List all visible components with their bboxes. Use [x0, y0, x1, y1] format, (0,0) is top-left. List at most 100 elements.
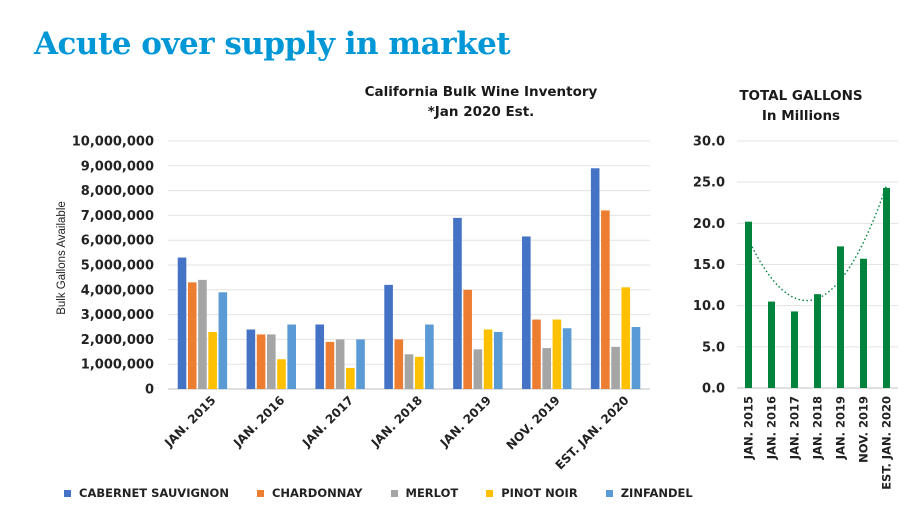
- bar: [883, 187, 890, 388]
- bar: [425, 324, 434, 389]
- x-tick-label: JAN. 2016: [230, 393, 287, 450]
- side-chart-title-line: TOTAL GALLONS: [739, 88, 863, 104]
- y-tick-label: 4,000,000: [81, 283, 154, 298]
- bar: [601, 210, 610, 389]
- legend-label: ZINFANDEL: [620, 486, 693, 500]
- bar: [187, 282, 197, 389]
- y-tick-label: 0.0: [702, 382, 725, 397]
- bar: [631, 327, 641, 389]
- x-tick-label: JAN. 2016: [765, 396, 779, 460]
- main-chart-title: California Bulk Wine Inventory *Jan 2020…: [330, 82, 632, 122]
- y-tick-label: 3,000,000: [81, 308, 154, 323]
- bar: [198, 279, 207, 389]
- legend-item: MERLOT: [390, 486, 459, 500]
- total-gallons-chart: 0.0 5.0 10.0 15.0 20.0 25.0 30.0 JAN. 2015 JAN. …: [693, 135, 898, 490]
- bar: [315, 324, 325, 389]
- x-tick-label: JAN. 2017: [788, 396, 802, 460]
- bar: [384, 284, 393, 389]
- x-tick-label: NOV. 2019: [857, 396, 871, 463]
- x-tick-label: JAN. 2018: [368, 393, 425, 450]
- legend-swatch: [256, 489, 264, 497]
- bar: [335, 339, 345, 389]
- bar: [611, 346, 620, 389]
- x-tick-label: JAN. 2019: [834, 396, 848, 460]
- y-tick-label: 30.0: [693, 135, 725, 150]
- y-tick-label: 25.0: [693, 176, 725, 191]
- bar: [860, 258, 867, 388]
- y-tick-label: 9,000,000: [81, 159, 154, 174]
- x-tick-label: EST. JAN. 2020: [880, 396, 894, 490]
- bar: [287, 324, 296, 389]
- bar: [256, 334, 266, 389]
- bar: [453, 217, 462, 389]
- legend-item: CABERNET SAUVIGNON: [64, 486, 229, 500]
- bar: [277, 359, 286, 389]
- legend-label: MERLOT: [405, 486, 459, 500]
- main-chart-legend: CABERNET SAUVIGNON CHARDONNAY MERLOT PINOT …: [64, 486, 721, 500]
- bar: [493, 331, 503, 389]
- y-tick-label: 5.0: [702, 340, 725, 355]
- legend-swatch: [390, 489, 398, 497]
- y-tick-label: 10,000,000: [72, 135, 154, 150]
- side-chart-title: TOTAL GALLONS In Millions: [706, 86, 896, 126]
- y-tick-label: 2,000,000: [81, 333, 154, 348]
- legend-label: PINOT NOIR: [501, 486, 578, 500]
- trendline: [747, 185, 888, 302]
- y-tick-label: 8,000,000: [81, 184, 154, 199]
- bar: [177, 257, 187, 389]
- bar: [621, 287, 631, 389]
- y-tick-label: 1,000,000: [81, 358, 154, 373]
- bar: [745, 221, 752, 388]
- bar: [542, 348, 552, 389]
- bar: [414, 356, 424, 389]
- bar: [394, 339, 404, 389]
- y-tick-label: 7,000,000: [81, 209, 154, 224]
- y-axis-label: Bulk Gallons Available: [56, 201, 68, 315]
- legend-item: CHARDONNAY: [256, 486, 363, 500]
- legend-label: CHARDONNAY: [271, 486, 363, 500]
- bar: [814, 294, 821, 388]
- main-chart-subtitle: *Jan 2020 Est.: [427, 104, 535, 120]
- bar: [463, 289, 472, 389]
- main-chart-title-line: California Bulk Wine Inventory: [364, 84, 598, 100]
- legend-swatch: [64, 489, 71, 497]
- bar: [562, 328, 572, 389]
- x-tick-label: JAN. 2015: [161, 393, 218, 450]
- x-tick-label: JAN. 2015: [742, 396, 756, 460]
- bar: [356, 339, 365, 389]
- legend-item: ZINFANDEL: [605, 486, 693, 500]
- bulk-inventory-chart: 0 1,000,000 2,000,000 3,000,000 4,000,000 5,0…: [56, 135, 650, 472]
- y-tick-label: 10.0: [693, 299, 725, 314]
- bar: [522, 236, 531, 389]
- x-tick-label: EST. JAN. 2020: [553, 393, 632, 472]
- y-tick-label: 20.0: [693, 217, 725, 232]
- y-tick-label: 15.0: [693, 258, 725, 273]
- bar: [266, 334, 276, 389]
- x-tick-label: JAN. 2019: [437, 393, 494, 450]
- bar: [218, 292, 228, 389]
- bar: [346, 367, 355, 389]
- y-tick-label: 6,000,000: [81, 234, 154, 249]
- legend-swatch: [486, 489, 494, 497]
- bar: [404, 354, 414, 389]
- x-tick-label: JAN. 2017: [299, 393, 356, 450]
- bar: [837, 246, 844, 388]
- side-chart-subtitle: In Millions: [761, 108, 841, 124]
- bar: [483, 329, 493, 389]
- bar: [791, 311, 798, 388]
- slide-title: Acute over supply in market: [34, 26, 511, 62]
- bar: [532, 319, 541, 389]
- x-tick-label: JAN. 2018: [811, 396, 825, 460]
- bar: [246, 329, 256, 389]
- legend-label: CABERNET SAUVIGNON: [79, 486, 229, 500]
- bar: [473, 349, 483, 389]
- bar: [208, 331, 217, 389]
- legend-item: PINOT NOIR: [486, 486, 578, 500]
- bar: [325, 341, 335, 389]
- legend-swatch: [605, 489, 613, 497]
- bar: [590, 168, 600, 389]
- y-tick-label: 0: [145, 383, 154, 398]
- y-tick-label: 5,000,000: [81, 259, 154, 274]
- x-tick-label: NOV. 2019: [504, 393, 563, 452]
